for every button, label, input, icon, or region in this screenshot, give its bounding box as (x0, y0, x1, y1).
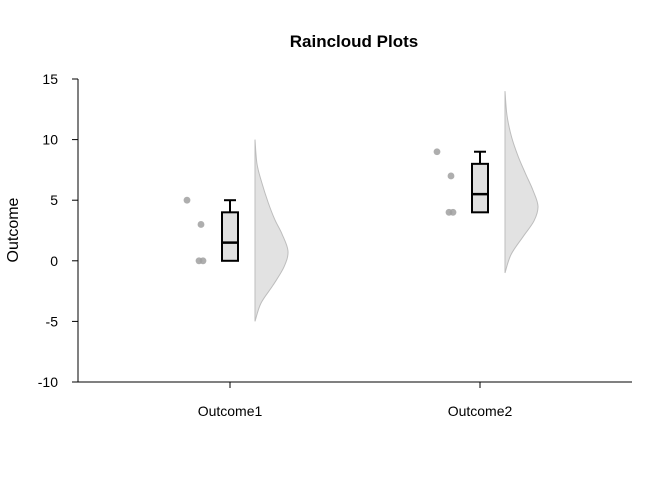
data-point-outcome1 (199, 257, 207, 265)
y-tick-label: -10 (38, 374, 58, 390)
x-tick-label: Outcome2 (448, 403, 513, 419)
y-tick-label: 10 (42, 132, 58, 148)
box-outcome2 (471, 162, 489, 214)
data-point-outcome2 (447, 172, 455, 180)
data-point-outcome2 (433, 148, 441, 156)
data-point-outcome2 (449, 208, 457, 216)
data-point-outcome1 (197, 221, 205, 228)
y-tick-label: 5 (50, 192, 58, 208)
y-axis-label: Outcome (5, 197, 22, 262)
density-cloud-outcome2 (504, 91, 539, 274)
chart-title: Raincloud Plots (290, 32, 418, 51)
box-outcome1 (221, 211, 239, 262)
y-tick-label: 0 (50, 253, 58, 269)
y-tick-label: -5 (46, 313, 59, 329)
density-cloud-outcome1 (254, 139, 289, 322)
y-tick-label: 15 (42, 71, 58, 87)
data-point-outcome1 (183, 196, 191, 204)
x-tick-label: Outcome1 (198, 403, 263, 419)
plot-area: -10 -5 0 5 10 15 Outcome1 Outcome2 (38, 71, 539, 419)
